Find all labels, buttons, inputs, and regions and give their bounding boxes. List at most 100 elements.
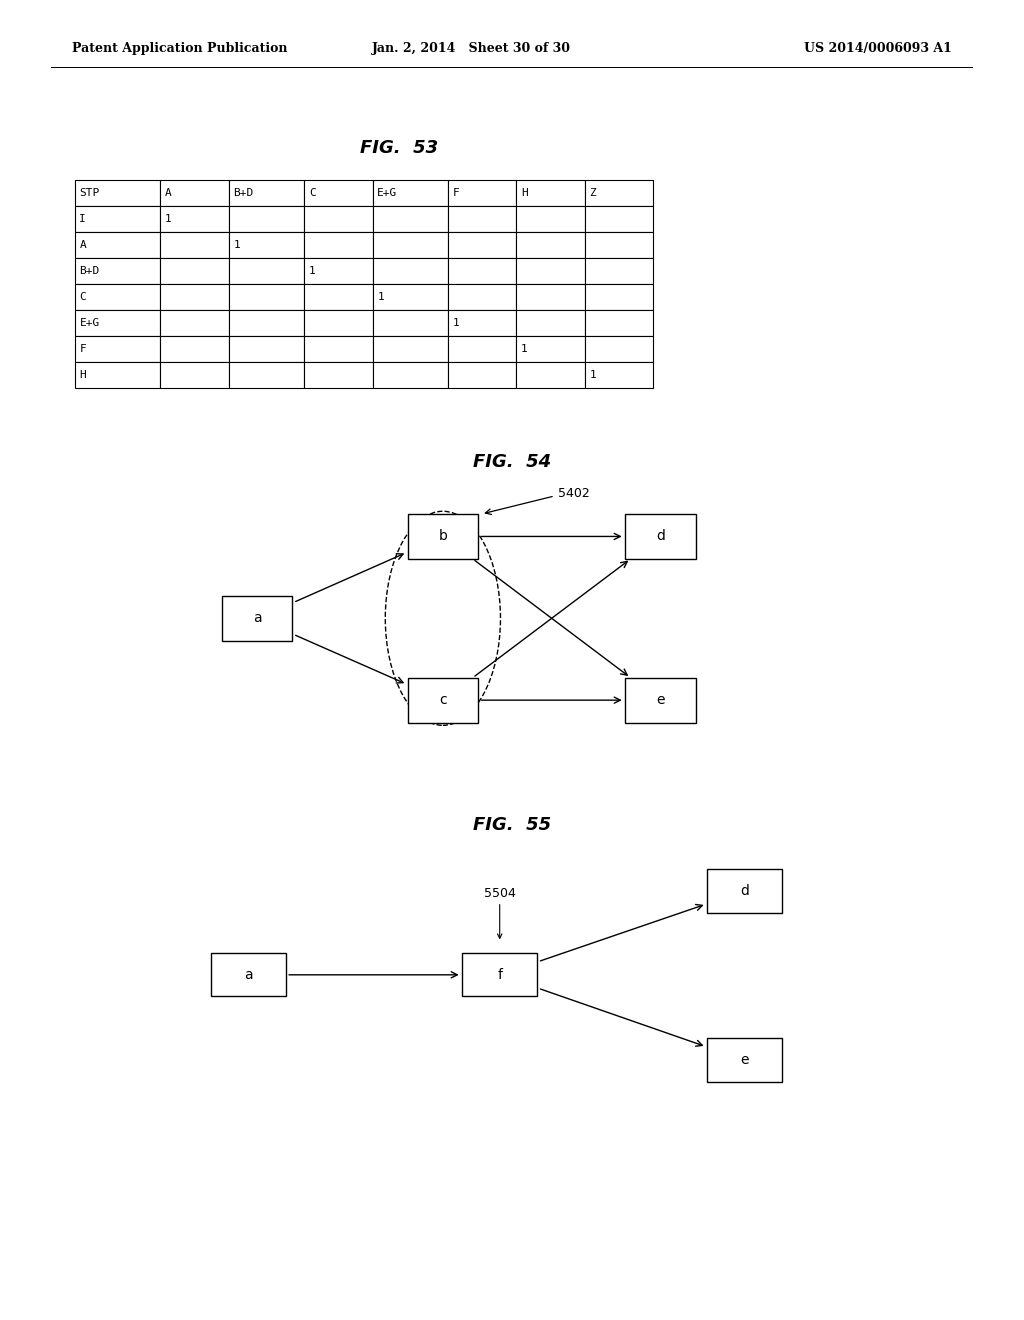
Text: H: H [80,370,86,380]
Bar [228,310,304,337]
Text: B+D: B+D [233,187,254,198]
Bar [75,335,161,362]
Text: I: I [80,214,86,223]
Bar [373,206,447,232]
Bar [447,310,516,337]
Text: 1: 1 [165,214,172,223]
Bar [585,335,653,362]
Text: c: c [439,693,446,708]
FancyBboxPatch shape [408,513,478,558]
Bar [447,284,516,310]
Bar [304,206,373,232]
Bar [304,310,373,337]
Text: a: a [253,611,261,626]
Bar [373,362,447,388]
Bar [75,232,161,257]
Bar [447,362,516,388]
Bar [161,310,228,337]
FancyBboxPatch shape [626,677,695,722]
Bar [161,206,228,232]
FancyBboxPatch shape [462,953,538,997]
Text: e: e [740,1053,749,1067]
Text: F: F [80,345,86,354]
Text: F: F [453,187,460,198]
FancyBboxPatch shape [626,513,695,558]
Text: A: A [80,240,86,249]
Text: Z: Z [590,187,596,198]
Bar [161,335,228,362]
Bar [161,362,228,388]
Text: Patent Application Publication: Patent Application Publication [72,42,287,55]
Text: FIG.  53: FIG. 53 [360,139,438,157]
Text: STP: STP [80,187,99,198]
Bar [585,284,653,310]
Bar [304,257,373,284]
Text: 1: 1 [521,345,527,354]
Bar [516,257,585,284]
Bar [516,310,585,337]
Text: FIG.  54: FIG. 54 [473,453,551,471]
Bar [75,284,161,310]
Text: 5402: 5402 [558,487,590,499]
Bar [585,310,653,337]
Bar [228,232,304,257]
Text: e: e [656,693,665,708]
Bar [304,362,373,388]
Bar [516,232,585,257]
Bar [447,180,516,206]
Bar [585,362,653,388]
FancyBboxPatch shape [708,870,782,912]
Text: 5504: 5504 [483,887,516,900]
Bar [304,284,373,310]
Bar [304,232,373,257]
Bar [75,180,161,206]
Text: 1: 1 [233,240,241,249]
Text: 1: 1 [590,370,596,380]
Bar [373,335,447,362]
Text: b: b [438,529,447,544]
Text: 1: 1 [453,318,460,327]
Text: FIG.  55: FIG. 55 [473,816,551,834]
Text: 1: 1 [309,265,315,276]
Bar [75,310,161,337]
Text: d: d [656,529,665,544]
Bar [516,284,585,310]
Bar [373,232,447,257]
Bar [447,206,516,232]
Text: E+G: E+G [377,187,397,198]
Bar [585,206,653,232]
Text: C: C [80,292,86,302]
Bar [373,284,447,310]
Bar [447,232,516,257]
Bar [516,206,585,232]
Text: d: d [740,884,749,898]
Text: a: a [244,968,253,982]
Bar [161,232,228,257]
Bar [373,257,447,284]
Bar [228,362,304,388]
Bar [516,180,585,206]
FancyBboxPatch shape [408,677,478,722]
Bar [228,206,304,232]
Bar [161,257,228,284]
Text: 1: 1 [377,292,384,302]
Bar [228,180,304,206]
FancyBboxPatch shape [211,953,286,997]
Bar [228,335,304,362]
Text: f: f [498,968,502,982]
FancyBboxPatch shape [708,1039,782,1081]
Bar [447,335,516,362]
Bar [516,335,585,362]
Text: H: H [521,187,527,198]
Text: Jan. 2, 2014   Sheet 30 of 30: Jan. 2, 2014 Sheet 30 of 30 [372,42,570,55]
Bar [373,180,447,206]
Bar [585,180,653,206]
FancyBboxPatch shape [222,597,293,640]
Text: US 2014/0006093 A1: US 2014/0006093 A1 [805,42,952,55]
Text: C: C [309,187,315,198]
Bar [75,362,161,388]
Bar [304,180,373,206]
Bar [228,284,304,310]
Bar [161,180,228,206]
Text: A: A [165,187,172,198]
